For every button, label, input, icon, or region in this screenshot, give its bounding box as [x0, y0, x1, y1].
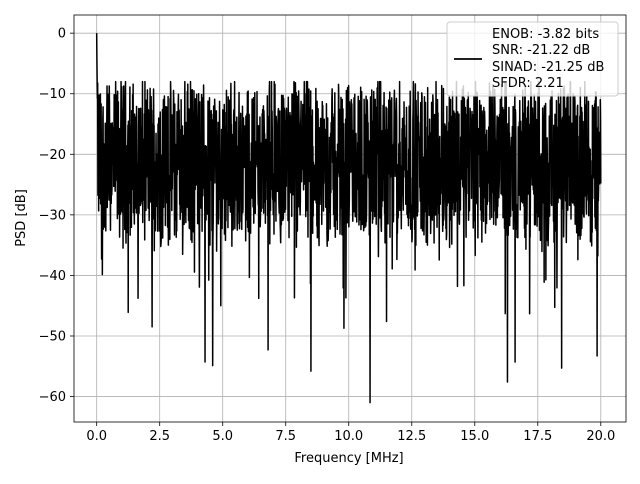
x-tick-label: 7.5 — [275, 429, 296, 444]
y-tick-label: 0 — [58, 27, 66, 42]
y-tick-label: −50 — [39, 329, 66, 344]
y-tick-label: −60 — [39, 390, 66, 405]
x-tick-label: 20.0 — [586, 429, 615, 444]
axis-ticks: 0.0 2.5 5.0 7.5 10.0 12.5 15.0 17.5 20.0 0 −10 −20 −… — [39, 27, 616, 444]
series-line — [95, 33, 602, 404]
data-layer — [95, 33, 602, 404]
x-tick-label: 2.5 — [149, 429, 170, 444]
legend-text-sinad: SINAD: -21.25 dB — [492, 60, 604, 75]
x-tick-label: 5.0 — [212, 429, 233, 444]
y-axis-label: PSD [dB] — [14, 189, 29, 247]
legend: ENOB: -3.82 bits SNR: -21.22 dB SINAD: -… — [446, 21, 619, 97]
y-tick-label: −20 — [39, 148, 66, 163]
y-tick-label: −30 — [39, 208, 66, 223]
x-tick-label: 12.5 — [397, 429, 426, 444]
legend-text-enob: ENOB: -3.82 bits — [492, 27, 599, 42]
legend-text-snr: SNR: -21.22 dB — [492, 43, 590, 58]
x-tick-label: 0.0 — [86, 429, 107, 444]
x-axis-label: Frequency [MHz] — [294, 451, 403, 466]
y-tick-label: −10 — [39, 87, 66, 102]
plot-frame — [73, 14, 627, 423]
legend-frame — [446, 21, 619, 97]
x-tick-label: 17.5 — [523, 429, 552, 444]
x-tick-label: 10.0 — [334, 429, 363, 444]
legend-text-sfdr: SFDR: 2.21 — [492, 76, 564, 91]
y-tick-label: −40 — [39, 269, 66, 284]
x-tick-label: 15.0 — [460, 429, 489, 444]
